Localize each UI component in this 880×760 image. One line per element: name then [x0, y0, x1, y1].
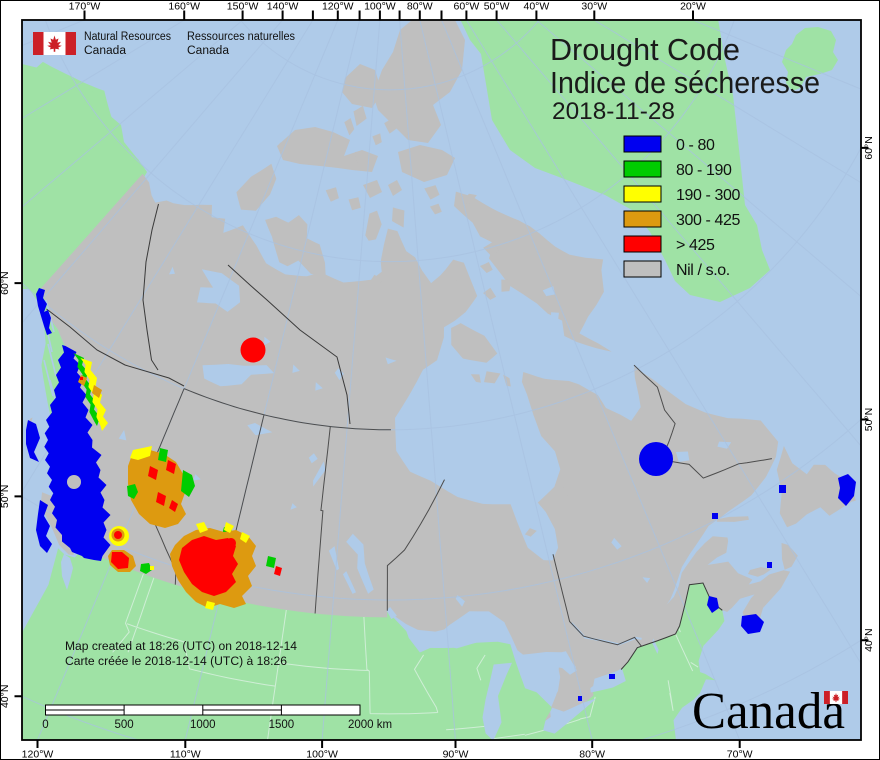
- svg-text:30°W: 30°W: [581, 1, 607, 13]
- svg-text:120°W: 120°W: [22, 749, 54, 760]
- svg-text:60°W: 60°W: [454, 1, 480, 13]
- svg-text:2018-11-28: 2018-11-28: [552, 98, 675, 125]
- svg-text:Indice de sécheresse: Indice de sécheresse: [550, 65, 820, 100]
- svg-text:80°W: 80°W: [579, 749, 605, 760]
- svg-text:50°N: 50°N: [0, 485, 11, 508]
- svg-text:> 425: > 425: [676, 237, 715, 254]
- svg-text:300 - 425: 300 - 425: [676, 212, 741, 229]
- svg-text:100°W: 100°W: [364, 1, 396, 13]
- svg-text:160°W: 160°W: [168, 1, 200, 13]
- svg-text:70°W: 70°W: [727, 749, 753, 760]
- svg-text:90°W: 90°W: [443, 749, 469, 760]
- svg-text:100°W: 100°W: [306, 749, 338, 760]
- svg-text:Nil / s.o.: Nil / s.o.: [676, 262, 730, 279]
- svg-text:110°W: 110°W: [170, 749, 201, 760]
- svg-text:Drought Code: Drought Code: [550, 32, 740, 67]
- svg-text:190 - 300: 190 - 300: [676, 187, 741, 204]
- svg-text:50°W: 50°W: [484, 1, 510, 13]
- svg-text:Natural Resources: Natural Resources: [84, 31, 171, 43]
- svg-text:0 - 80: 0 - 80: [676, 137, 715, 154]
- svg-text:Ressources naturelles: Ressources naturelles: [187, 31, 295, 43]
- svg-text:50°N: 50°N: [863, 408, 875, 431]
- svg-text:80°W: 80°W: [407, 1, 433, 13]
- svg-text:60°N: 60°N: [0, 271, 11, 294]
- svg-text:0: 0: [42, 719, 48, 731]
- svg-text:Canada: Canada: [84, 45, 127, 57]
- svg-text:40°W: 40°W: [524, 1, 550, 13]
- svg-text:Canada: Canada: [692, 683, 845, 740]
- svg-text:40°N: 40°N: [863, 628, 875, 651]
- svg-text:170°W: 170°W: [69, 1, 101, 13]
- svg-text:140°W: 140°W: [267, 1, 299, 13]
- svg-text:500: 500: [115, 719, 134, 731]
- svg-text:Canada: Canada: [187, 45, 230, 57]
- svg-text:1000: 1000: [190, 719, 216, 731]
- svg-text:60°N: 60°N: [863, 136, 875, 159]
- svg-text:20°W: 20°W: [680, 1, 706, 13]
- svg-text:150°W: 150°W: [227, 1, 259, 13]
- svg-text:40°N: 40°N: [0, 685, 11, 708]
- svg-text:80 - 190: 80 - 190: [676, 162, 732, 179]
- svg-text:1500: 1500: [269, 719, 295, 731]
- svg-text:Map created at 18:26 (UTC) on: Map created at 18:26 (UTC) on 2018-12-14: [65, 639, 297, 653]
- svg-text:Carte créée le 2018-12-14 (UTC: Carte créée le 2018-12-14 (UTC) à 18:26: [65, 654, 287, 668]
- svg-text:2000 km: 2000 km: [348, 719, 392, 731]
- svg-text:120°W: 120°W: [322, 1, 354, 13]
